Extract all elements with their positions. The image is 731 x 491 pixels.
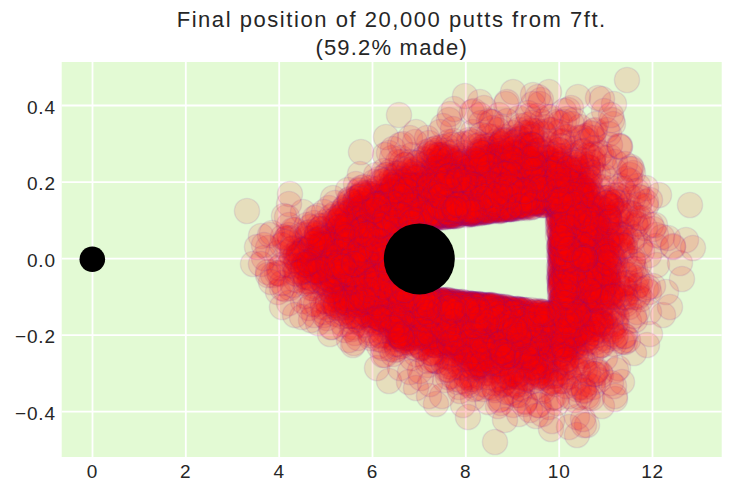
svg-text:2: 2 — [180, 461, 191, 482]
svg-text:Final position of 20,000 putts: Final position of 20,000 putts from 7ft. — [177, 7, 607, 32]
svg-text:0: 0 — [87, 461, 98, 482]
svg-text:0.2: 0.2 — [27, 173, 56, 194]
svg-text:0.4: 0.4 — [27, 97, 56, 118]
svg-text:−0.2: −0.2 — [15, 326, 56, 347]
svg-text:4: 4 — [274, 461, 285, 482]
svg-text:6: 6 — [367, 461, 378, 482]
svg-text:(59.2% made): (59.2% made) — [315, 35, 468, 60]
svg-text:8: 8 — [460, 461, 471, 482]
svg-text:12: 12 — [641, 461, 664, 482]
svg-text:0.0: 0.0 — [27, 250, 56, 271]
svg-text:−0.4: −0.4 — [15, 403, 56, 424]
svg-text:10: 10 — [548, 461, 571, 482]
